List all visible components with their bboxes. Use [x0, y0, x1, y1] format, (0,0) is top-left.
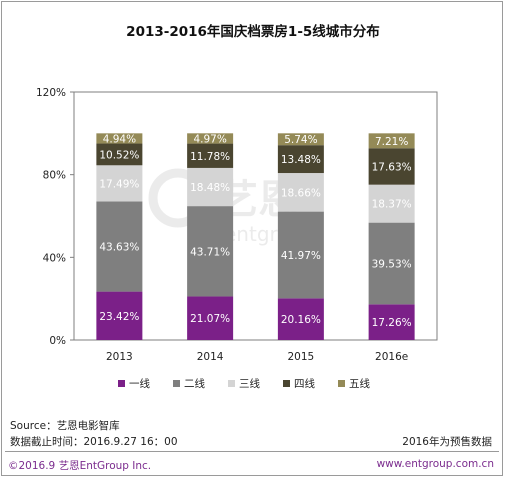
data-label: 43.71%: [190, 246, 230, 258]
x-tick-label: 2013: [106, 351, 133, 363]
data-label: 43.63%: [99, 242, 139, 254]
copyright-text: ©2016.9 艺恩EntGroup Inc.: [8, 460, 152, 472]
bar-segment: [96, 165, 143, 202]
bar-segment: [187, 206, 234, 297]
bar-segment: [187, 167, 234, 207]
bars: [96, 133, 415, 340]
legend-label: 五线: [349, 377, 370, 390]
data-cutoff-note: 数据截止时间：2016.9.27 16：00: [10, 436, 178, 448]
bar-segment: [368, 148, 415, 185]
legend-label: 一线: [129, 377, 150, 390]
data-label: 18.66%: [281, 187, 321, 199]
data-label: 17.26%: [372, 317, 412, 329]
data-label: 10.52%: [99, 149, 139, 161]
bar-segment: [96, 143, 143, 166]
data-label: 18.48%: [190, 182, 230, 194]
data-label: 7.21%: [375, 136, 408, 148]
website-link[interactable]: www.entgroup.com.cn: [376, 458, 494, 470]
bar-segment: [187, 133, 234, 144]
y-tick-label: 0%: [49, 335, 66, 347]
bar-segment: [277, 173, 324, 212]
data-labels: 23.42% 43.63% 17.49% 10.52% 4.94% 21.07% 43.71…: [99, 133, 411, 329]
bar-segment: [277, 133, 324, 146]
bar-segment: [96, 201, 143, 292]
legend-swatch: [338, 380, 345, 387]
data-label: 4.94%: [103, 133, 136, 145]
legend: 一线 二线 三线 四线 五线: [118, 377, 370, 390]
bar-segment: [187, 143, 234, 168]
forecast-note: 2016年为预售数据: [402, 436, 492, 448]
bar-segment: [368, 222, 415, 305]
data-label: 21.07%: [190, 313, 230, 325]
source-note: Source：艺恩电影智库: [10, 420, 120, 432]
data-label: 17.49%: [99, 178, 139, 190]
bar-segment: [187, 296, 234, 340]
y-tick-label: 120%: [36, 87, 66, 99]
legend-label: 三线: [239, 377, 260, 390]
legend-label: 四线: [294, 377, 315, 390]
data-label: 18.37%: [372, 199, 412, 211]
x-tick-label: 2015: [288, 351, 315, 363]
y-tick-label: 40%: [43, 252, 66, 264]
data-label: 41.97%: [281, 250, 321, 262]
x-tick-label: 2016e: [375, 351, 408, 363]
bar-segment: [368, 304, 415, 340]
legend-swatch: [228, 380, 235, 387]
bar-segment: [277, 211, 324, 299]
bar-segment: [368, 184, 415, 223]
data-label: 39.53%: [372, 258, 412, 270]
x-tick-label: 2014: [197, 351, 224, 363]
bar-segment: [277, 298, 324, 340]
data-label: 4.97%: [193, 133, 226, 145]
legend-swatch: [283, 380, 290, 387]
bar-segment: [368, 133, 415, 149]
bar-segment: [277, 145, 324, 174]
legend-label: 二线: [184, 377, 205, 390]
data-label: 11.78%: [190, 151, 230, 163]
data-label: 23.42%: [99, 311, 139, 323]
data-label: 17.63%: [372, 161, 412, 173]
legend-swatch: [173, 380, 180, 387]
chart-title: 2013-2016年国庆档票房1-5线城市分布: [126, 24, 380, 40]
legend-swatch: [118, 380, 125, 387]
data-label: 5.74%: [284, 134, 317, 146]
bar-segment: [96, 291, 143, 340]
plot-area: [73, 91, 438, 341]
y-tick-label: 80%: [43, 170, 66, 182]
data-label: 20.16%: [281, 314, 321, 326]
footer-divider: [5, 451, 499, 452]
data-label: 13.48%: [281, 154, 321, 166]
bar-segment: [96, 133, 143, 144]
